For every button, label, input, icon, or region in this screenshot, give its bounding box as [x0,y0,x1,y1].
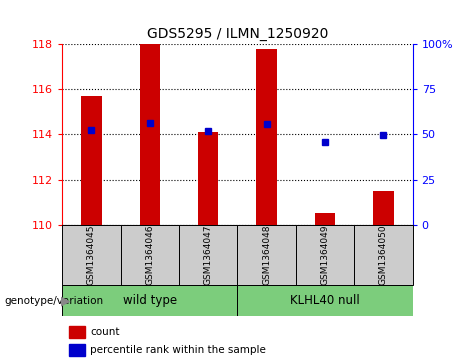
Bar [256,49,277,225]
Bar [354,225,413,285]
Text: count: count [90,327,120,337]
Bar [62,225,121,285]
Bar [69,344,85,356]
Bar [198,132,219,225]
Bar [81,96,101,225]
Text: GSM1364050: GSM1364050 [379,225,388,285]
Text: KLHL40 null: KLHL40 null [290,294,360,307]
Bar [315,213,335,225]
Bar [140,44,160,225]
Bar [296,225,354,285]
Text: GSM1364049: GSM1364049 [320,225,330,285]
Title: GDS5295 / ILMN_1250920: GDS5295 / ILMN_1250920 [147,27,328,41]
Text: GSM1364046: GSM1364046 [145,225,154,285]
Bar [373,191,394,225]
Text: genotype/variation: genotype/variation [5,295,104,306]
Text: ▶: ▶ [61,294,71,307]
Text: percentile rank within the sample: percentile rank within the sample [90,345,266,355]
Bar [237,225,296,285]
Text: GSM1364045: GSM1364045 [87,225,96,285]
Text: GSM1364048: GSM1364048 [262,225,271,285]
Bar [121,225,179,285]
Bar [69,326,85,338]
Bar [237,285,413,316]
Bar [179,225,237,285]
Text: GSM1364047: GSM1364047 [204,225,213,285]
Bar [62,285,237,316]
Text: wild type: wild type [123,294,177,307]
